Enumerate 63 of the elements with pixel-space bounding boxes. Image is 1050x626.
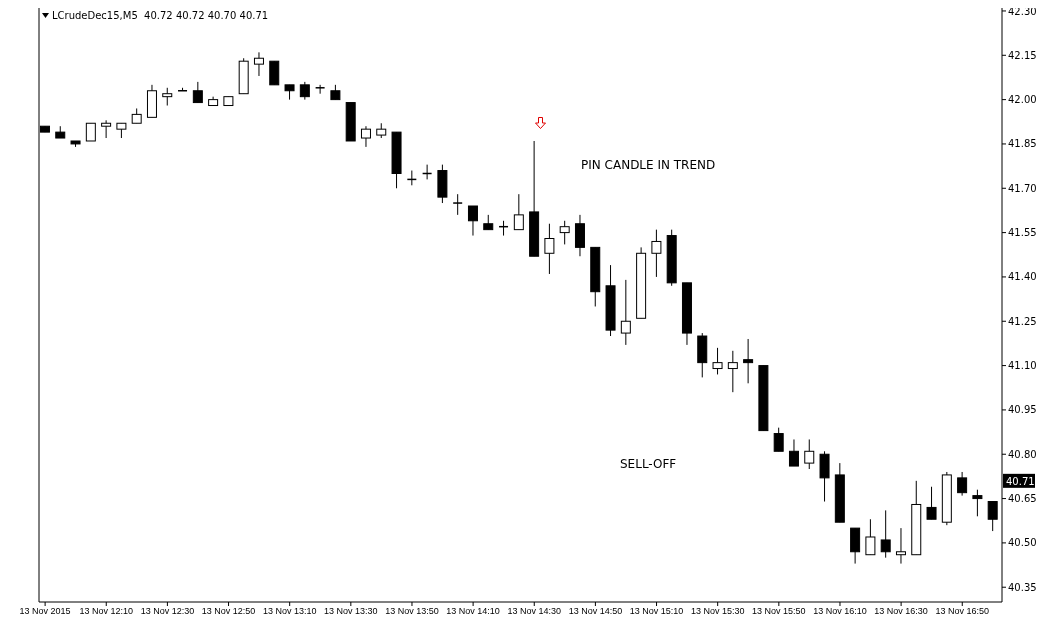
x-tick-label: 13 Nov 16:10 — [813, 606, 867, 617]
candlestick — [850, 527, 861, 565]
candlestick — [314, 84, 326, 95]
candlestick — [513, 193, 524, 231]
x-tick-label: 13 Nov 13:30 — [324, 606, 378, 617]
annotation: 40.71 — [1006, 475, 1035, 487]
x-tick-label: 13 Nov 16:50 — [935, 606, 990, 617]
x-tick-label: 13 Nov 12:50 — [201, 606, 256, 617]
candlestick — [360, 125, 371, 148]
y-tick-label: 41.40 — [1008, 271, 1037, 283]
y-tick-label: 41.70 — [1008, 182, 1037, 194]
y-tick-label: 42.15 — [1008, 49, 1037, 61]
y-tick-label: 40.95 — [1008, 404, 1037, 416]
x-tick-label: 13 Nov 15:50 — [752, 606, 806, 617]
annotation: PIN CANDLE IN TREND — [581, 158, 716, 172]
y-tick-label: 41.10 — [1008, 360, 1037, 372]
candlestick — [467, 205, 478, 237]
x-tick-label: 13 Nov 13:10 — [262, 606, 317, 617]
y-tick-label: 40.80 — [1008, 448, 1037, 460]
candlestick — [452, 193, 463, 216]
annotation: SELL-OFF — [620, 457, 677, 471]
y-tick-label: 41.55 — [1008, 227, 1037, 239]
x-tick-label: 13 Nov 2015 — [19, 606, 71, 617]
y-tick-label: 40.65 — [1008, 493, 1037, 505]
x-tick-label: 13 Nov 15:30 — [690, 606, 745, 617]
candlestick — [253, 51, 264, 77]
candlestick — [819, 450, 830, 503]
x-tick-label: 13 Nov 12:10 — [79, 606, 134, 617]
y-tick-label: 42.00 — [1008, 94, 1037, 106]
x-tick-label: 13 Nov 12:30 — [140, 606, 195, 617]
candlestick — [544, 223, 555, 275]
x-tick-label: 13 Nov 14:30 — [507, 606, 562, 617]
candlestick — [773, 427, 784, 452]
x-tick-label: 13 Nov 15:10 — [629, 606, 684, 617]
candlestick — [743, 338, 754, 384]
candlestick — [101, 119, 112, 139]
candlestick — [957, 471, 968, 497]
y-tick-label: 40.35 — [1008, 581, 1037, 593]
candlestick — [269, 60, 280, 86]
candlestick — [804, 438, 815, 470]
x-tick-label: 13 Nov 13:50 — [385, 606, 439, 617]
candlestick — [727, 350, 738, 393]
candlestick — [926, 486, 937, 520]
y-tick-label: 42.30 — [1008, 5, 1037, 17]
candlestick — [972, 489, 983, 517]
candlestick — [651, 229, 662, 278]
x-tick-label: 13 Nov 14:10 — [446, 606, 500, 617]
candlestick — [895, 527, 906, 565]
candlestick — [559, 220, 570, 245]
candlestick — [620, 279, 631, 346]
candlestick — [880, 509, 891, 559]
chart-title: LCrudeDec15,M5 40.72 40.72 40.70 40.71 — [52, 10, 269, 21]
candlestick — [788, 438, 799, 467]
y-tick-label: 41.85 — [1008, 138, 1037, 150]
x-tick-label: 13 Nov 14:50 — [568, 606, 623, 617]
candlestick — [712, 347, 723, 375]
x-tick-label: 13 Nov 16:30 — [874, 606, 928, 617]
candlestick — [865, 518, 876, 556]
candlestick — [574, 214, 585, 257]
y-tick-label: 41.25 — [1008, 315, 1037, 327]
candlestick — [987, 501, 998, 532]
candlestick — [192, 81, 203, 104]
y-tick-label: 40.50 — [1008, 537, 1037, 549]
